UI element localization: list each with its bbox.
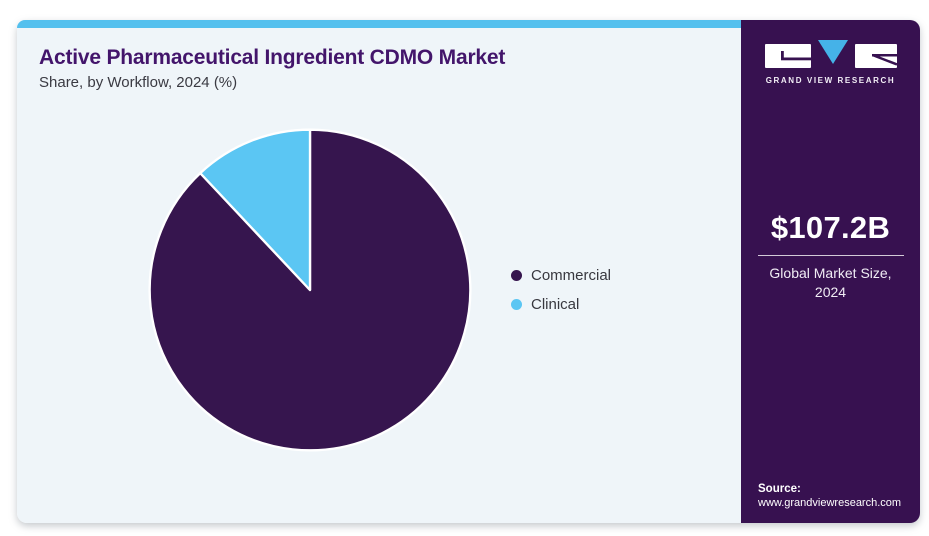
legend-dot: [511, 298, 522, 310]
chart-card: Active Pharmaceutical Ingredient CDMO Ma…: [17, 20, 741, 523]
gvr-logo: GRAND VIEW RESEARCH: [764, 40, 897, 85]
legend-item-clinical: Clinical: [511, 296, 611, 313]
source-label: Source:: [758, 483, 801, 495]
pie-slice-clinical: [199, 128, 312, 292]
chart-header: Active Pharmaceutical Ingredient CDMO Ma…: [39, 46, 719, 93]
legend-item-commercial: Commercial: [511, 267, 611, 284]
chart-title: Active Pharmaceutical Ingredient CDMO Ma…: [39, 46, 506, 69]
legend: Commercial Clinical: [511, 267, 611, 313]
gvr-logo-icon: [764, 40, 897, 68]
market-size-stat: $107.2B Global Market Size, 2024: [756, 210, 906, 302]
pie-chart: [148, 128, 472, 452]
stat-label: Global Market Size, 2024: [769, 265, 892, 300]
stat-divider: [757, 255, 904, 256]
source-url[interactable]: www.grandviewresearch.com: [758, 497, 902, 509]
sidebar: GRAND VIEW RESEARCH $107.2B Global Marke…: [741, 20, 920, 523]
legend-label: Commercial: [531, 266, 612, 284]
legend-label: Clinical: [531, 295, 580, 313]
legend-dot: [511, 269, 522, 281]
card-top-accent-bar: [17, 20, 741, 28]
stat-value: $107.2B: [770, 210, 891, 245]
chart-subtitle: Share, by Workflow, 2024 (%): [39, 74, 238, 92]
brand-name: GRAND VIEW RESEARCH: [765, 76, 896, 85]
card-body: Active Pharmaceutical Ingredient CDMO Ma…: [17, 28, 741, 457]
source-block: Source: www.grandviewresearch.com: [741, 483, 920, 523]
figure-card: Active Pharmaceutical Ingredient CDMO Ma…: [17, 20, 920, 523]
chart-area: Commercial Clinical: [143, 123, 719, 457]
